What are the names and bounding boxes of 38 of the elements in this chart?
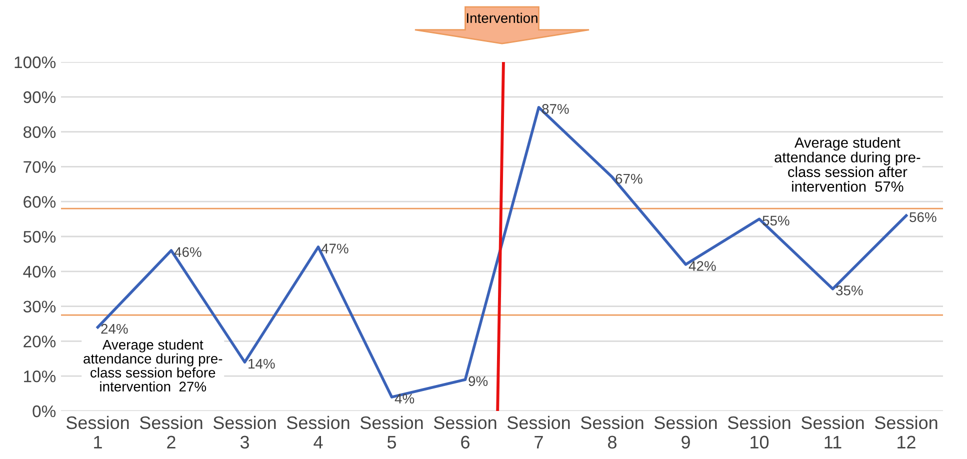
data-label: 56% xyxy=(910,212,936,222)
x-tick-label: Session 12 xyxy=(874,416,938,448)
y-tick-label: 10% xyxy=(24,370,56,382)
x-tick-label: Session 11 xyxy=(801,416,864,448)
y-tick-label: 100% xyxy=(14,56,56,68)
y-tick-label: 70% xyxy=(24,161,56,173)
y-tick-label: 30% xyxy=(23,300,56,313)
y-tick-label: 60% xyxy=(24,196,56,208)
data-label: 24% xyxy=(101,324,128,334)
x-tick-label: Session 2 xyxy=(140,416,202,448)
data-label: 9% xyxy=(468,376,488,386)
data-label: 55% xyxy=(762,216,790,226)
y-tick-label: 20% xyxy=(24,336,56,348)
x-tick-label: Session 8 xyxy=(580,416,644,449)
x-tick-label: Session 4 xyxy=(286,416,350,448)
text: Intervention xyxy=(466,12,538,24)
x-tick-label: Session 9 xyxy=(654,416,717,449)
y-tick-label: 80% xyxy=(24,126,56,138)
data-label: 4% xyxy=(394,394,414,404)
data-label: 67% xyxy=(616,174,642,184)
x-tick-label: Session 3 xyxy=(213,416,276,449)
x-tick-label: Session 10 xyxy=(728,416,790,449)
data-label: 35% xyxy=(836,286,863,296)
x-tick-label: Session 1 xyxy=(66,416,129,448)
y-tick-label: 90% xyxy=(24,91,56,104)
y-tick-label: 40% xyxy=(23,266,56,278)
data-label: 42% xyxy=(688,261,716,271)
data-label: 47% xyxy=(321,244,348,254)
x-tick-label: Session 7 xyxy=(507,416,570,448)
ref-line-label: Average student attendance during pre- class session before intervention 27% xyxy=(84,339,222,392)
data-label: 46% xyxy=(174,247,202,257)
y-tick-label: 0% xyxy=(32,405,56,418)
x-tick-label: Session 5 xyxy=(360,416,423,449)
ref-line-label: Average student attendance during pre- class session after intervention 57% xyxy=(774,137,920,192)
x-tick-label: Session 6 xyxy=(434,416,496,449)
y-tick-label: 50% xyxy=(23,230,56,243)
data-label: 14% xyxy=(248,358,275,369)
data-label: 87% xyxy=(542,104,569,114)
